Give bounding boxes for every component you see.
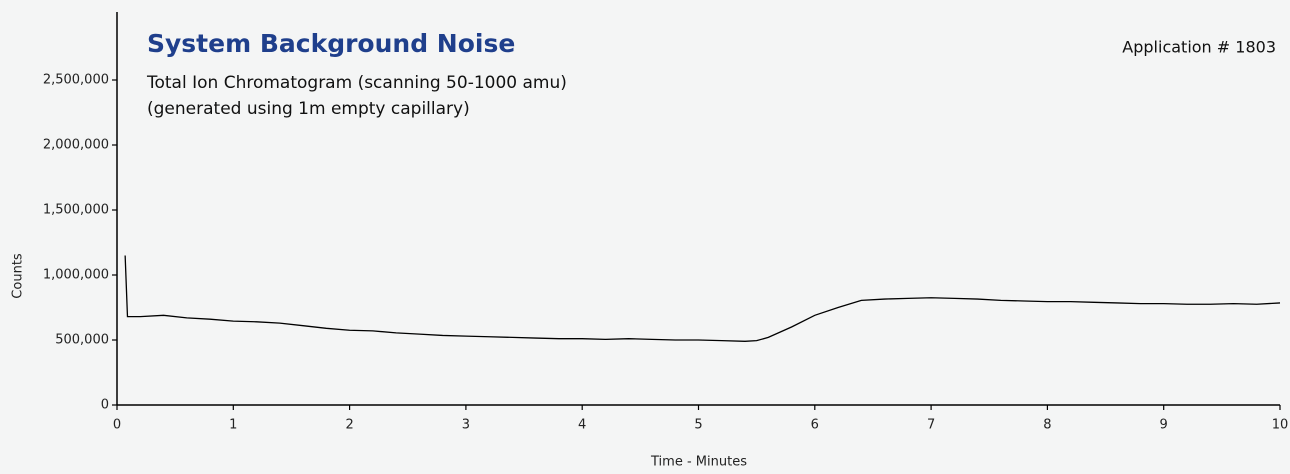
x-tick-label: 8: [1043, 418, 1051, 433]
annotation: Application # 1803: [1122, 38, 1276, 57]
subtitle: (generated using 1m empty capillary): [147, 99, 470, 119]
y-tick-label: 2,500,000: [43, 73, 109, 88]
y-tick-label: 2,000,000: [43, 138, 109, 153]
x-tick-label: 1: [229, 418, 237, 433]
x-tick-label: 4: [578, 418, 586, 433]
data-line: [124, 255, 1281, 342]
x-axis-label: Time - Minutes: [650, 455, 747, 470]
x-tick-label: 6: [811, 418, 819, 433]
y-tick-label: 0: [101, 398, 109, 413]
y-tick-label: 1,500,000: [43, 203, 109, 218]
chart-title: System Background Noise: [147, 29, 515, 58]
x-tick-label: 10: [1272, 418, 1289, 433]
x-tick-label: 5: [694, 418, 702, 433]
y-axis-label: Counts: [11, 253, 26, 299]
x-tick-label: 9: [1160, 418, 1168, 433]
x-tick-label: 3: [462, 418, 470, 433]
subtitle: Total Ion Chromatogram (scanning 50-1000…: [146, 73, 567, 93]
x-tick-label: 7: [927, 418, 935, 433]
x-tick-label: 2: [345, 418, 353, 433]
x-tick-label: 0: [113, 418, 121, 433]
y-tick-label: 1,000,000: [43, 268, 109, 283]
y-tick-label: 500,000: [55, 333, 109, 348]
